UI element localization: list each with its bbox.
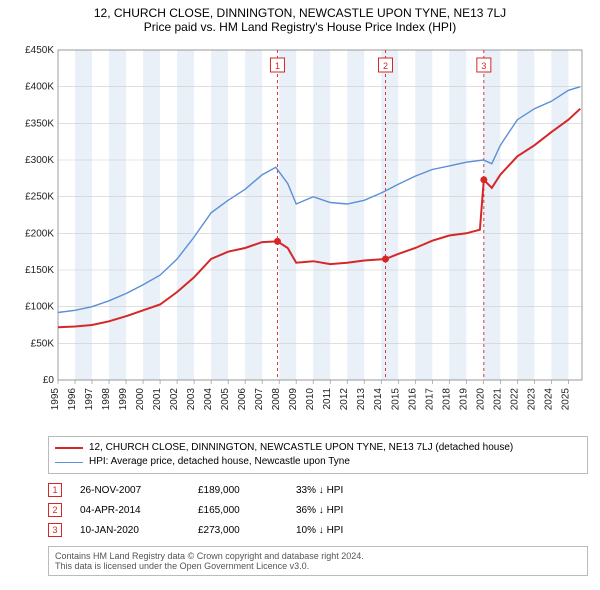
y-tick-label: £0: [43, 375, 55, 386]
x-tick-label: 2011: [322, 388, 333, 410]
x-tick-label: 2007: [254, 388, 265, 411]
sale-event-row: 2 04-APR-2014 £165,000 36% ↓ HPI: [48, 500, 588, 520]
sale-event-date: 10-JAN-2020: [80, 525, 180, 536]
chart-title-subtitle: Price paid vs. HM Land Registry's House …: [0, 20, 600, 40]
x-tick-label: 1997: [84, 388, 95, 411]
x-tick-label: 2003: [186, 388, 197, 411]
x-tick-label: 2000: [135, 388, 146, 411]
y-tick-label: £250K: [25, 192, 54, 203]
legend-label: HPI: Average price, detached house, Newc…: [89, 455, 350, 469]
sale-marker-dot: [274, 238, 281, 245]
sale-event-row: 3 10-JAN-2020 £273,000 10% ↓ HPI: [48, 520, 588, 540]
x-tick-label: 2024: [543, 388, 554, 411]
sale-event-price: £165,000: [198, 505, 278, 516]
sale-event-price: £189,000: [198, 485, 278, 496]
sale-event-date: 04-APR-2014: [80, 505, 180, 516]
x-tick-label: 2009: [288, 388, 299, 411]
sale-marker-dot: [480, 176, 487, 183]
x-tick-label: 2016: [407, 388, 418, 411]
x-tick-label: 1998: [101, 388, 112, 411]
sale-event-delta: 33% ↓ HPI: [296, 485, 386, 496]
x-tick-label: 2019: [458, 388, 469, 411]
x-tick-label: 2025: [560, 388, 571, 411]
sale-marker-number: 3: [481, 61, 486, 71]
sale-event-number: 1: [48, 483, 62, 497]
x-tick-label: 2020: [475, 388, 486, 411]
footer-line-1: Contains HM Land Registry data © Crown c…: [55, 551, 581, 561]
legend-row: 12, CHURCH CLOSE, DINNINGTON, NEWCASTLE …: [55, 441, 581, 455]
x-tick-label: 2001: [152, 388, 163, 411]
price-chart: £0 £50K £100K £150K £200K £250K £300K £350K £400…: [10, 40, 590, 430]
x-tick-label: 1995: [50, 388, 61, 411]
y-tick-label: £50K: [31, 338, 55, 349]
x-tick-label: 2005: [220, 388, 231, 411]
chart-legend: 12, CHURCH CLOSE, DINNINGTON, NEWCASTLE …: [48, 436, 588, 474]
sale-event-delta: 36% ↓ HPI: [296, 505, 386, 516]
footer-line-2: This data is licensed under the Open Gov…: [55, 561, 581, 571]
sale-event-price: £273,000: [198, 525, 278, 536]
sale-event-delta: 10% ↓ HPI: [296, 525, 386, 536]
x-tick-label: 2004: [203, 388, 214, 411]
x-tick-label: 2008: [271, 388, 282, 411]
x-tick-label: 2023: [526, 388, 537, 411]
x-tick-label: 2014: [373, 388, 384, 411]
y-tick-label: £100K: [25, 302, 54, 313]
y-tick-label: £200K: [25, 228, 54, 239]
sale-event-date: 26-NOV-2007: [80, 485, 180, 496]
y-tick-label: £350K: [25, 118, 54, 129]
chart-title-address: 12, CHURCH CLOSE, DINNINGTON, NEWCASTLE …: [0, 0, 600, 20]
x-tick-label: 2015: [390, 388, 401, 411]
x-tick-label: 2017: [424, 388, 435, 411]
sale-marker-dot: [382, 256, 389, 263]
x-tick-label: 1996: [67, 388, 78, 411]
sale-marker-number: 2: [383, 61, 388, 71]
sale-event-row: 1 26-NOV-2007 £189,000 33% ↓ HPI: [48, 480, 588, 500]
x-tick-label: 1999: [118, 388, 129, 411]
chart-footer: Contains HM Land Registry data © Crown c…: [48, 546, 588, 576]
y-tick-label: £300K: [25, 155, 54, 166]
x-tick-label: 2002: [169, 388, 180, 411]
y-tick-label: £150K: [25, 265, 54, 276]
y-tick-label: £400K: [25, 82, 54, 93]
x-tick-label: 2006: [237, 388, 248, 411]
legend-label: 12, CHURCH CLOSE, DINNINGTON, NEWCASTLE …: [89, 441, 513, 455]
legend-swatch: [55, 462, 83, 463]
x-tick-label: 2010: [305, 388, 316, 411]
sale-event-number: 3: [48, 523, 62, 537]
legend-row: HPI: Average price, detached house, Newc…: [55, 455, 581, 469]
sale-marker-number: 1: [275, 61, 280, 71]
sale-event-number: 2: [48, 503, 62, 517]
sale-events-table: 1 26-NOV-2007 £189,000 33% ↓ HPI 2 04-APR-201…: [48, 480, 588, 540]
y-tick-label: £450K: [25, 45, 54, 56]
chart-svg: £0 £50K £100K £150K £200K £250K £300K £350K £400…: [10, 40, 590, 430]
x-tick-label: 2012: [339, 388, 350, 411]
x-tick-label: 2021: [492, 388, 503, 411]
x-tick-label: 2013: [356, 388, 367, 411]
x-tick-label: 2022: [509, 388, 520, 411]
x-tick-label: 2018: [441, 388, 452, 411]
legend-swatch: [55, 447, 83, 449]
